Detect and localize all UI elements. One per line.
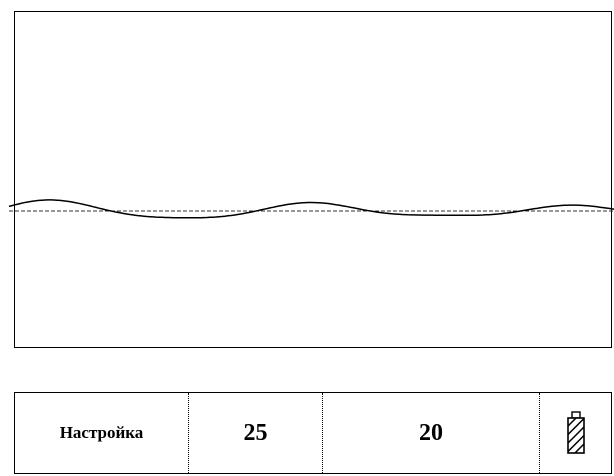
status-bar: Настройка 25 20 — [14, 392, 612, 474]
signal-trace — [8, 199, 614, 219]
value-1-readout: 25 — [188, 393, 322, 473]
value-2-readout: 20 — [322, 393, 539, 473]
waveform-display — [8, 11, 614, 348]
waveform-plot — [8, 199, 614, 219]
settings-button[interactable]: Настройка — [15, 393, 188, 473]
value-2-text: 20 — [419, 419, 443, 446]
settings-label: Настройка — [59, 423, 144, 442]
value-1-text: 25 — [243, 419, 268, 446]
battery-cell — [539, 393, 611, 473]
battery-icon — [566, 411, 585, 454]
